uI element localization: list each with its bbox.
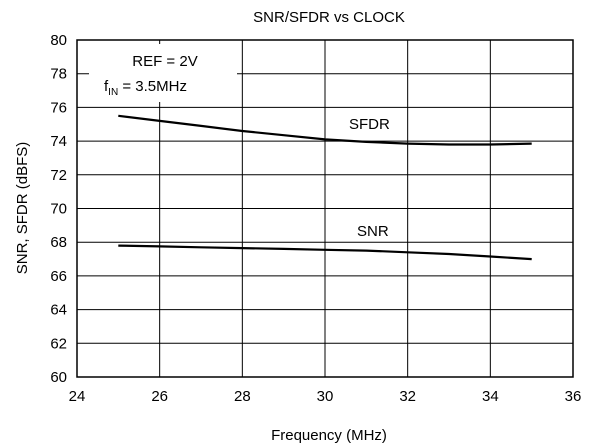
condition-annotation: REF = 2V fIN = 3.5MHz (89, 44, 237, 102)
y-tick-label: 78 (50, 66, 67, 83)
y-tick-label: 80 (50, 32, 67, 49)
annotation-ref: REF = 2V (132, 53, 197, 70)
annotation-fin-value: = 3.5MHz (118, 78, 187, 95)
series-lines (118, 114, 532, 261)
y-tick-label: 70 (50, 201, 67, 218)
y-tick-label: 76 (50, 99, 67, 116)
y-tick-label: 62 (50, 335, 67, 352)
y-tick-label: 60 (50, 369, 67, 386)
x-tick-label: 26 (151, 388, 168, 405)
x-axis-label: Frequency (MHz) (271, 427, 387, 444)
annotation-fin-sub: IN (108, 87, 118, 98)
x-tick-label: 28 (234, 388, 251, 405)
x-tick-label: 36 (565, 388, 582, 405)
snr-line (118, 244, 532, 261)
sfdr-series-label: SFDR (349, 116, 390, 133)
x-tick-label: 32 (399, 388, 416, 405)
snr-series-label: SNR (357, 223, 389, 240)
x-tick-label: 34 (482, 388, 499, 405)
tick-labels: 24 26 28 30 32 34 36 60 62 64 66 68 70 72 74 76 78 80 (50, 32, 581, 405)
annotation-fin-prefix: f (104, 78, 109, 95)
y-axis-label: SNR, SFDR (dBFS) (14, 142, 31, 275)
y-tick-label: 72 (50, 167, 67, 184)
sfdr-line (118, 114, 532, 146)
y-tick-label: 66 (50, 268, 67, 285)
grid (77, 40, 573, 377)
x-tick-label: 30 (317, 388, 334, 405)
y-tick-label: 74 (50, 133, 67, 150)
y-tick-label: 68 (50, 234, 67, 251)
y-tick-label: 64 (50, 302, 67, 319)
x-tick-label: 24 (69, 388, 86, 405)
chart-title: SNR/SFDR vs CLOCK (253, 9, 405, 26)
plot-frame (76, 39, 574, 378)
annotation-fin: fIN = 3.5MHz (104, 78, 187, 98)
annotation-box (89, 44, 237, 102)
